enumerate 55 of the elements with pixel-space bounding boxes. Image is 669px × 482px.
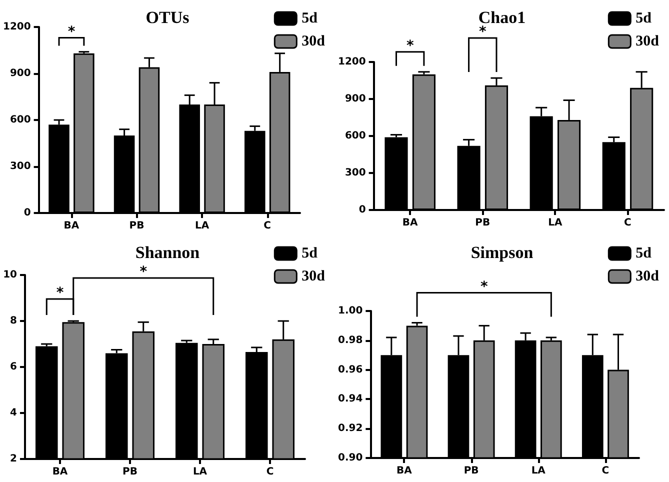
y-tick-label: 0.94 — [338, 394, 363, 405]
chart-title: Shannon — [135, 243, 200, 262]
text: * — [478, 24, 487, 40]
annotation: * — [140, 264, 148, 280]
annotation: * — [68, 24, 76, 40]
x-tick-label: C — [266, 466, 274, 478]
y-tick-label: 900 — [344, 94, 366, 104]
legend-label: 30d — [636, 268, 660, 284]
legend-label: 5d — [636, 246, 652, 262]
x-tick-label: BA — [64, 220, 80, 232]
y-tick-label: 8 — [10, 316, 18, 326]
legend-label: 5d — [302, 10, 318, 26]
y-tick-label: 300 — [10, 161, 31, 172]
x-tick-label: PB — [122, 466, 138, 478]
x-tick-label: PB — [475, 218, 490, 228]
y-tick-label: 10 — [3, 270, 18, 280]
x-tick-label: LA — [548, 218, 562, 228]
chart-title: Simpson — [470, 243, 534, 262]
x-tick-label: BA — [396, 466, 412, 476]
y-tick-label: 600 — [10, 114, 31, 126]
legend-label: 30d — [302, 34, 326, 50]
y-tick-label: 0.92 — [338, 423, 363, 434]
y-tick-label: 300 — [344, 168, 366, 178]
y-tick-label: 1200 — [2, 22, 31, 32]
y-tick-label: 900 — [10, 68, 31, 79]
chart-title: Chao1 — [478, 8, 526, 27]
x-tick-label: C — [624, 218, 632, 228]
x-tick-label: LA — [192, 466, 208, 478]
x-tick-label: C — [602, 466, 610, 476]
x-tick-label: C — [264, 220, 272, 232]
text: * — [480, 278, 488, 295]
y-tick-label: 2 — [10, 454, 18, 464]
y-tick-label: 0 — [358, 204, 366, 216]
y-tick-label: 6 — [10, 362, 18, 372]
chart-title: OTUs — [146, 8, 190, 27]
legend-label: 5d — [302, 246, 318, 262]
y-tick-label: 0.98 — [338, 334, 363, 346]
x-tick-label: BA — [52, 466, 68, 478]
y-tick-label: 600 — [344, 130, 366, 142]
y-tick-label: 4 — [10, 408, 18, 418]
y-tick-label: 0.90 — [338, 452, 363, 464]
y-tick-label: 1200 — [338, 56, 366, 68]
text: * — [406, 38, 414, 54]
x-tick-label: PB — [129, 220, 144, 232]
y-tick-label: 0.96 — [338, 364, 363, 376]
annotation: * — [56, 285, 64, 301]
legend-label: 5d — [636, 10, 652, 26]
x-tick-label: LA — [195, 220, 210, 232]
y-tick-label: 1.00 — [338, 306, 363, 316]
x-tick-label: BA — [402, 218, 418, 228]
legend-label: 30d — [302, 268, 326, 284]
x-tick-label: PB — [464, 466, 479, 476]
x-tick-label: LA — [531, 466, 546, 476]
y-tick-label: 0 — [24, 208, 31, 218]
legend-label: 30d — [636, 34, 660, 50]
